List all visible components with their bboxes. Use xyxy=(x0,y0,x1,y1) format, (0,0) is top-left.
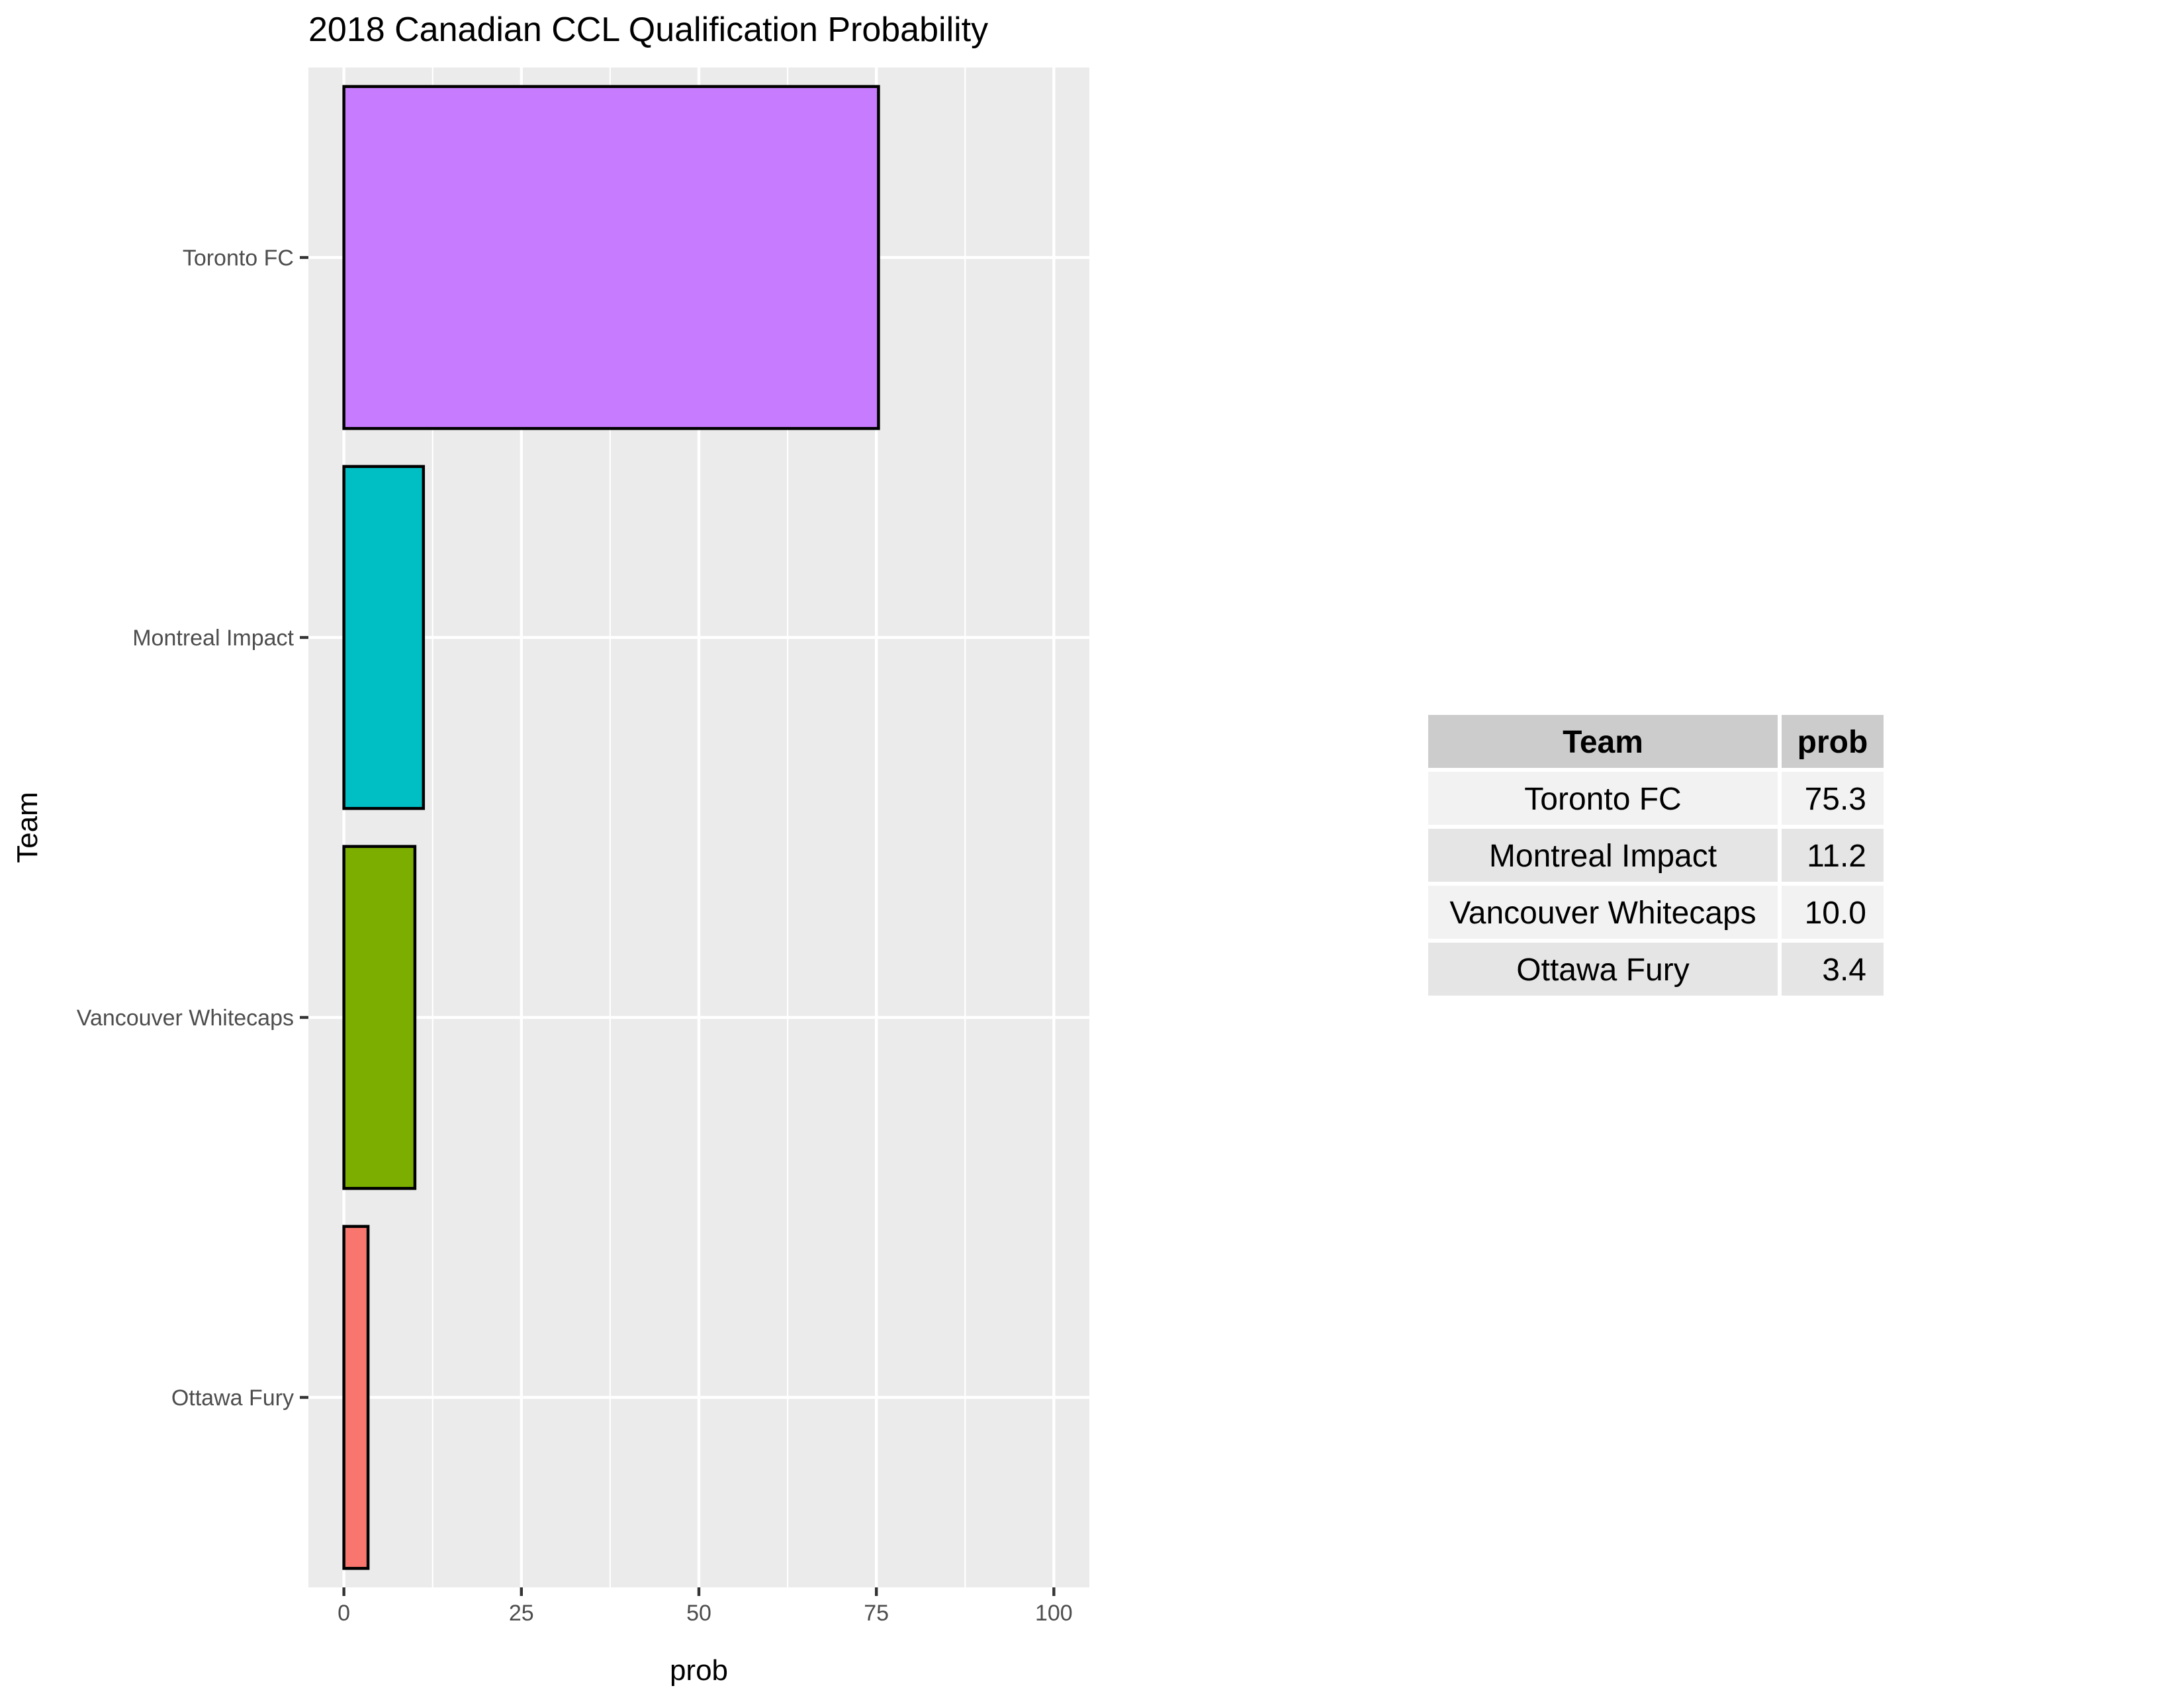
bar-toronto-fc xyxy=(342,85,880,430)
bars xyxy=(342,85,880,1570)
table-cell-text: 11.2 xyxy=(1807,839,1866,874)
x-tick-label: 100 xyxy=(1035,1601,1073,1626)
table-cell-text: 3.4 xyxy=(1822,953,1866,988)
x-tick-label: 25 xyxy=(509,1601,534,1626)
axis-ticks: 0 25 50 75 100 Toronto FC Montreal Impact Vanco… xyxy=(77,246,1073,1626)
table-header-cell xyxy=(1428,715,1778,768)
table-cell-text: Ottawa Fury xyxy=(1516,953,1689,988)
bar-montreal-impact xyxy=(342,465,426,810)
table-cell-text: 75.3 xyxy=(1805,782,1866,817)
chart-title: 2018 Canadian CCL Qualification Probabil… xyxy=(308,11,988,49)
table-cell-text: Montreal Impact xyxy=(1489,839,1717,874)
bar-ottawa-fury xyxy=(342,1225,370,1570)
y-tick-label: Vancouver Whitecaps xyxy=(77,1006,294,1031)
table-cell xyxy=(1782,943,1884,996)
table-cell xyxy=(1782,886,1884,939)
table-cell xyxy=(1782,772,1884,825)
table-cell xyxy=(1428,886,1778,939)
table-header-text: Team xyxy=(1563,725,1643,760)
x-tick-label: 50 xyxy=(686,1601,711,1626)
table-cell xyxy=(1428,943,1778,996)
x-tick-label: 0 xyxy=(338,1601,350,1626)
table-cell-text: 10.0 xyxy=(1805,896,1866,931)
x-axis-title: prob xyxy=(670,1654,728,1687)
table-cell xyxy=(1428,772,1778,825)
table-header-text: prob xyxy=(1797,725,1868,760)
probability-table: Team prob Toronto FC 75.3 Montreal Impact 11.… xyxy=(1428,715,1884,996)
y-tick-label: Montreal Impact xyxy=(132,626,294,651)
y-tick-label: Toronto FC xyxy=(183,246,294,271)
table-cell-text: Toronto FC xyxy=(1524,782,1681,817)
table-cell-text: Vancouver Whitecaps xyxy=(1449,896,1756,931)
y-tick-label: Ottawa Fury xyxy=(171,1385,294,1411)
bar-vancouver-whitecaps xyxy=(342,845,417,1190)
y-axis-title: Team xyxy=(11,792,44,863)
table-header-cell xyxy=(1782,715,1884,768)
table-cell xyxy=(1428,829,1778,882)
x-tick-label: 75 xyxy=(864,1601,889,1626)
table-cell xyxy=(1782,829,1884,882)
